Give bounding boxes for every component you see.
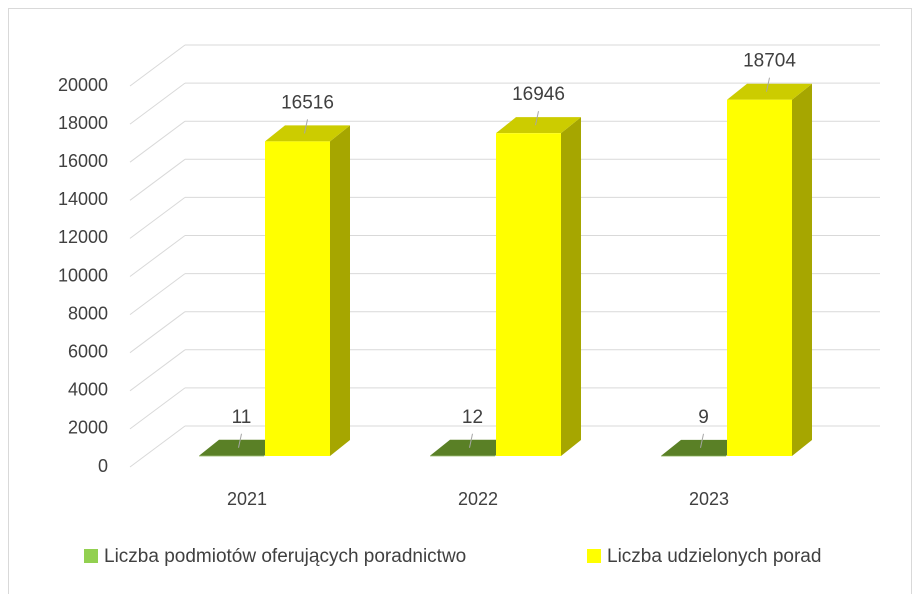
label-leader	[238, 433, 242, 448]
data-label: 9	[698, 407, 709, 428]
data-label: 18704	[743, 51, 796, 72]
legend-swatch	[587, 549, 601, 563]
y-tick-label: 4000	[68, 380, 108, 400]
grid-line	[129, 273, 186, 316]
data-label: 12	[462, 407, 483, 428]
grid-line	[129, 311, 186, 354]
label-leader	[535, 111, 539, 126]
bar	[199, 455, 264, 457]
label-leader	[304, 119, 308, 134]
grid-line	[129, 387, 186, 430]
bar-top	[199, 439, 284, 456]
y-tick-label: 14000	[58, 189, 108, 209]
x-tick-label: 2023	[689, 489, 729, 509]
grid-line	[129, 349, 186, 392]
grid-line	[129, 425, 186, 468]
bar	[265, 141, 330, 457]
y-tick-label: 20000	[58, 75, 108, 95]
bar-top	[265, 125, 350, 142]
legend-label: Liczba udzielonych porad	[607, 546, 821, 567]
bar-side	[792, 83, 812, 457]
bar	[727, 99, 792, 457]
label-leader	[700, 433, 704, 448]
bar-top	[496, 117, 581, 134]
legend-label: Liczba podmiotów oferujących poradnictwo	[104, 546, 466, 567]
label-leader	[469, 433, 473, 448]
bar-side	[561, 117, 581, 456]
grid-line	[129, 158, 186, 201]
label-leader	[766, 77, 770, 92]
bar-top	[661, 439, 746, 456]
bar	[661, 455, 726, 457]
y-tick-label: 0	[98, 456, 108, 476]
x-tick-label: 2022	[458, 489, 498, 509]
y-tick-label: 12000	[58, 227, 108, 247]
y-tick-label: 10000	[58, 265, 108, 285]
data-label: 11	[232, 407, 252, 428]
bar-top	[430, 439, 515, 456]
grid-line	[129, 196, 186, 239]
bar	[496, 133, 561, 456]
grid-line	[129, 82, 186, 125]
grid-line	[129, 235, 186, 277]
x-tick-label: 2021	[227, 489, 267, 509]
legend-swatch	[84, 549, 98, 563]
y-tick-label: 18000	[58, 113, 108, 133]
grid-line	[129, 44, 186, 87]
y-tick-label: 8000	[68, 303, 108, 323]
bar-side	[330, 125, 350, 456]
y-tick-label: 6000	[68, 341, 108, 361]
y-tick-label: 2000	[68, 418, 108, 438]
y-tick-label: 16000	[58, 151, 108, 171]
bar	[430, 455, 495, 457]
data-label: 16946	[512, 84, 565, 105]
grid-line	[129, 120, 186, 163]
data-label: 16516	[281, 92, 334, 113]
bar-top	[727, 83, 812, 100]
